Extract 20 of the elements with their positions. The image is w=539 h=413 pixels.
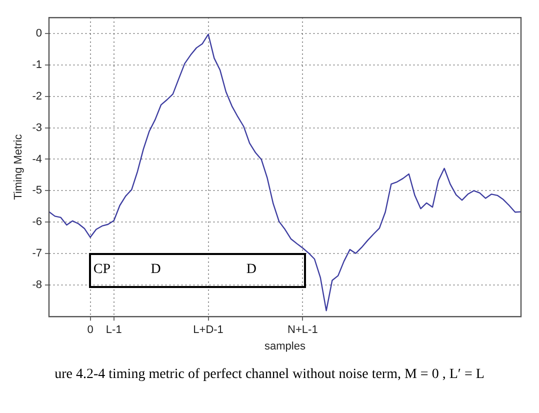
y-tick-label: -3 [32,122,42,134]
y-axis-title: Timing Metric [12,134,25,200]
y-tick-label: -4 [32,153,42,166]
x-tick-label: L+D-1 [193,324,224,336]
y-tick-label: -2 [32,90,42,102]
x-tick-label: N+L-1 [288,324,318,336]
y-tick-label: 0 [36,27,42,40]
y-tick-label: -5 [32,184,42,197]
annotation: D [246,262,256,278]
x-tick-label: 0 [87,324,94,336]
annotation: D [150,262,161,278]
x-tick-label: L-1 [106,324,122,336]
annotation: CP [93,262,111,278]
y-tick-label: -7 [32,248,42,260]
x-axis-title: samples [264,340,306,352]
framed-box: CP D D [89,252,306,288]
text: ure 4.2-4 timing metric of perfect channel without noise term, M = 0 , L′ = L [54,367,486,383]
y-tick-label: -1 [32,58,42,71]
y-tick-label: -8 [32,279,42,292]
y-tick-label: -6 [32,216,42,228]
